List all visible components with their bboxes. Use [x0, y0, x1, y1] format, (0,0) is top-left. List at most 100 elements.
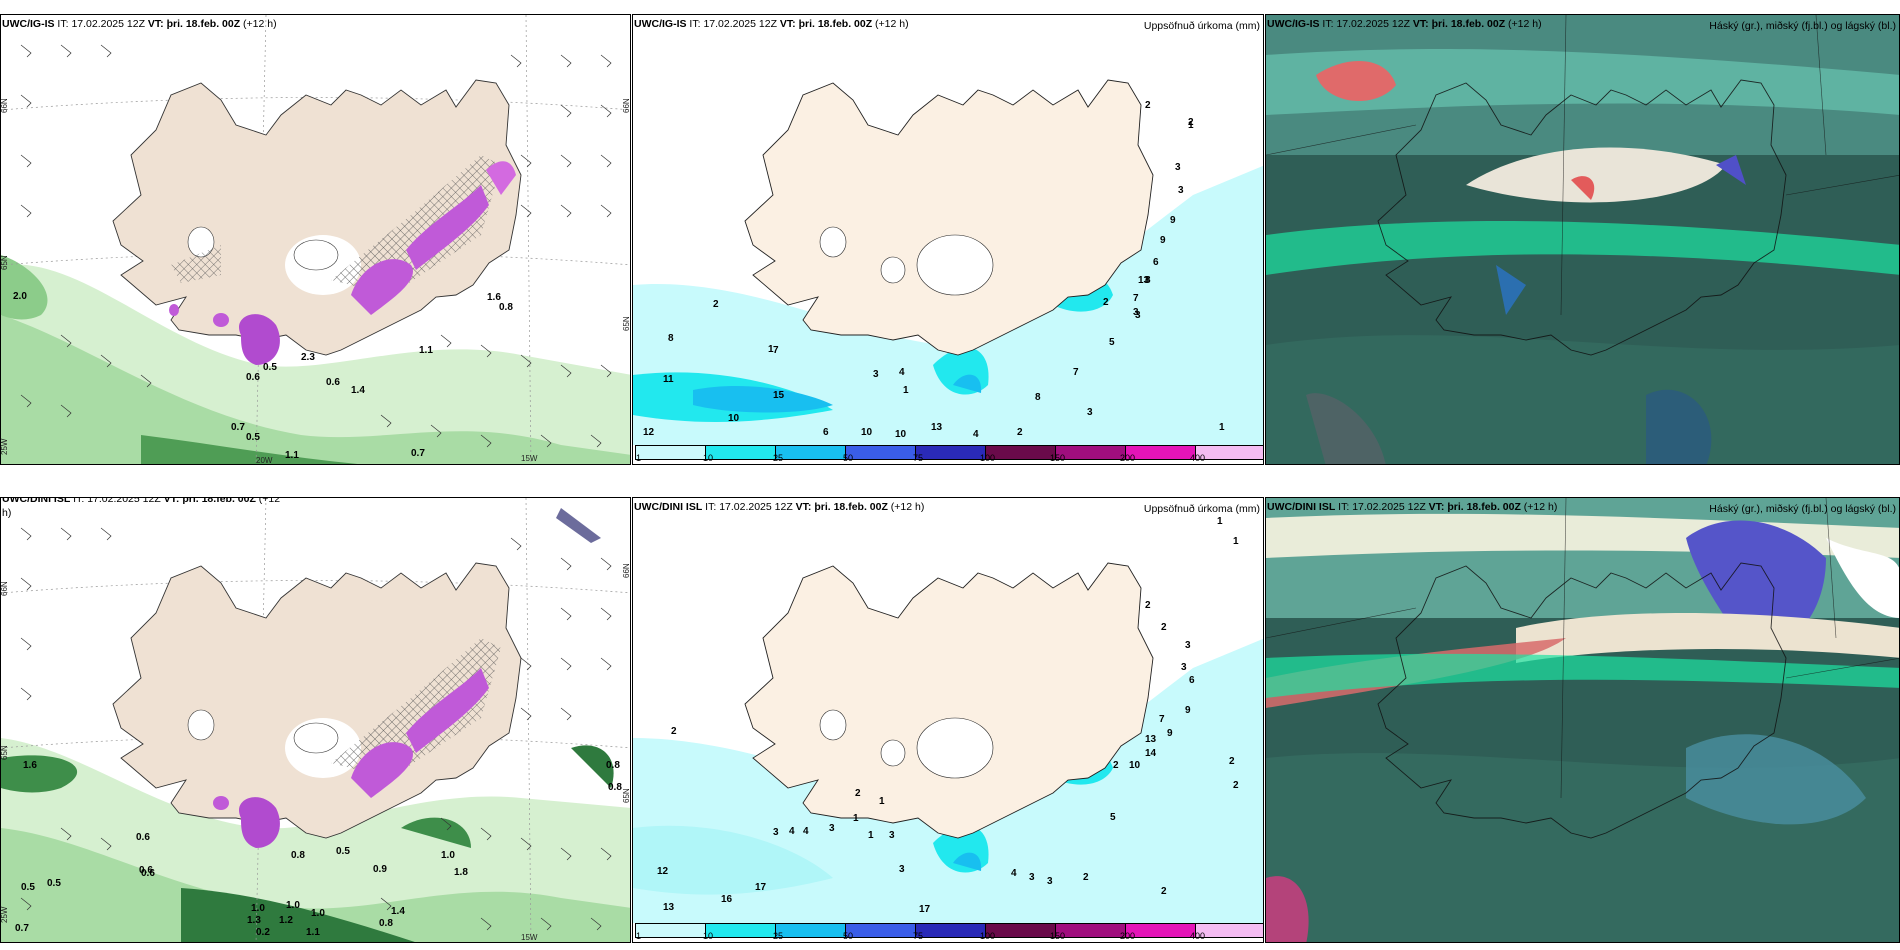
panel-top-wind: UWC/IG-IS IT: 17.02.2025 12Z VT: þri. 18… — [0, 14, 631, 465]
panel-field-label: Uppsöfnuð úrkoma (mm) — [1143, 20, 1260, 32]
svg-text:3: 3 — [1133, 307, 1139, 318]
precip-colorbar — [635, 923, 1263, 940]
svg-text:0.8: 0.8 — [499, 302, 513, 313]
svg-text:2: 2 — [1145, 100, 1151, 111]
svg-text:13: 13 — [663, 902, 675, 913]
svg-text:0.6: 0.6 — [139, 865, 153, 876]
svg-text:0.5: 0.5 — [263, 362, 277, 373]
svg-text:4: 4 — [899, 367, 905, 378]
svg-text:8: 8 — [1145, 275, 1151, 286]
svg-text:3: 3 — [1135, 310, 1141, 321]
svg-text:1.3: 1.3 — [247, 915, 261, 926]
svg-text:0.8: 0.8 — [606, 760, 620, 771]
colorbar-seg — [845, 445, 915, 460]
svg-text:2: 2 — [1188, 117, 1194, 128]
svg-text:10: 10 — [728, 413, 740, 424]
svg-text:1.2: 1.2 — [279, 915, 293, 926]
svg-text:5: 5 — [1109, 337, 1115, 348]
svg-text:3: 3 — [829, 823, 835, 834]
panel-top-cloud: UWC/IG-IS IT: 17.02.2025 12Z VT: þri. 18… — [1265, 14, 1900, 465]
svg-text:0.7: 0.7 — [15, 923, 29, 934]
svg-text:12: 12 — [657, 866, 669, 877]
colorbar-seg — [1195, 923, 1263, 938]
lon-label-20: 20W — [256, 456, 273, 465]
svg-text:9: 9 — [1170, 215, 1176, 226]
precip-colorbar — [635, 445, 1263, 462]
svg-text:3: 3 — [1087, 407, 1093, 418]
colorbar-seg — [705, 445, 775, 460]
svg-text:15: 15 — [773, 390, 785, 401]
svg-text:0.8: 0.8 — [291, 850, 305, 861]
cloud-map — [1266, 15, 1899, 464]
svg-text:3: 3 — [1178, 185, 1184, 196]
colorbar-seg — [1055, 445, 1125, 460]
svg-text:3: 3 — [1175, 162, 1181, 173]
colorbar-seg — [635, 923, 705, 938]
svg-text:1: 1 — [768, 344, 774, 355]
svg-text:14: 14 — [1145, 748, 1157, 759]
svg-text:0.7: 0.7 — [231, 422, 245, 433]
precip-labels: 2 1 2 3 3 9 9 6 8 13 7 3 2 3 5 7 8 2 11 … — [643, 100, 1225, 440]
panel-bot-cloud: UWC/DINI ISL IT: 17.02.2025 12Z VT: þri.… — [1265, 497, 1900, 943]
svg-text:3: 3 — [1185, 640, 1191, 651]
svg-text:2: 2 — [1161, 886, 1167, 897]
panel-title: UWC/IG-IS IT: 17.02.2025 12Z VT: þri. 18… — [2, 18, 277, 30]
svg-text:0.5: 0.5 — [246, 432, 260, 443]
svg-text:1.4: 1.4 — [351, 385, 365, 396]
svg-text:1: 1 — [1219, 422, 1225, 433]
panel-field-label: Háský (gr.), miðský (fj.bl.) og lágský (… — [1709, 20, 1896, 32]
svg-text:1.0: 1.0 — [441, 850, 455, 861]
svg-text:0.6: 0.6 — [246, 372, 260, 383]
colorbar-seg — [915, 445, 985, 460]
svg-text:2.0: 2.0 — [13, 291, 27, 302]
svg-text:1: 1 — [903, 385, 909, 396]
wind-labels: 1.6 0.6 0.6 0.5 0.5 0.7 1.0 1.3 1.0 1.2 … — [15, 760, 622, 938]
precip-map: 1 1 2 3 3 6 7 9 9 13 14 10 2 2 5 2 1 3 4… — [633, 498, 1263, 942]
svg-text:2: 2 — [1017, 427, 1023, 438]
svg-text:7: 7 — [773, 345, 779, 356]
svg-text:7: 7 — [1133, 293, 1139, 304]
svg-text:1.1: 1.1 — [306, 927, 320, 938]
colorbar-seg — [1195, 445, 1263, 460]
lat-label-66: 66N — [1, 581, 9, 596]
svg-text:1: 1 — [853, 813, 859, 824]
precip-labels: 1 1 2 3 3 6 7 9 9 13 14 10 2 2 5 2 1 3 4… — [657, 516, 1239, 915]
svg-text:17: 17 — [755, 882, 767, 893]
svg-text:13: 13 — [1138, 275, 1150, 286]
svg-text:0.6: 0.6 — [136, 832, 150, 843]
panel-top-precip: UWC/IG-IS IT: 17.02.2025 12Z VT: þri. 18… — [632, 14, 1264, 465]
svg-text:1: 1 — [868, 830, 874, 841]
svg-text:2: 2 — [1103, 297, 1109, 308]
svg-text:11: 11 — [663, 374, 674, 385]
svg-text:9: 9 — [1167, 728, 1173, 739]
svg-text:13: 13 — [931, 422, 943, 433]
svg-text:3: 3 — [1181, 662, 1187, 673]
svg-text:1: 1 — [1188, 120, 1194, 131]
svg-text:3: 3 — [889, 830, 895, 841]
panel-title: UWC/IG-IS IT: 17.02.2025 12Z VT: þri. 18… — [1267, 18, 1542, 30]
wind-labels: 2.0 0.5 0.6 0.7 0.5 1.1 0.7 0.6 1.4 1.1 … — [13, 291, 513, 461]
wind-barbs — [20, 527, 612, 931]
svg-text:16: 16 — [721, 894, 733, 905]
lat-label-65e: 65N — [622, 316, 631, 331]
svg-text:2: 2 — [1083, 872, 1089, 883]
colorbar-seg — [915, 923, 985, 938]
svg-text:2: 2 — [855, 788, 861, 799]
svg-text:1.8: 1.8 — [454, 867, 468, 878]
panel-bot-precip: UWC/DINI ISL IT: 17.02.2025 12Z VT: þri.… — [632, 497, 1264, 943]
svg-text:1.1: 1.1 — [285, 450, 299, 461]
wind-barbs — [20, 44, 612, 448]
colorbar-seg — [775, 445, 845, 460]
lat-label-66e: 66N — [622, 563, 631, 578]
svg-text:0.8: 0.8 — [379, 918, 393, 929]
lon-label-15: 15W — [521, 454, 538, 463]
svg-text:0.6: 0.6 — [141, 868, 155, 879]
svg-text:3: 3 — [773, 827, 779, 838]
svg-text:13: 13 — [1145, 734, 1157, 745]
svg-text:0.6: 0.6 — [326, 377, 340, 388]
colorbar-seg — [635, 445, 705, 460]
lat-label-65e: 65N — [622, 788, 631, 803]
svg-text:10: 10 — [1129, 760, 1141, 771]
colorbar-ticks: 1 10 25 50 75 100 150 200 400 — [636, 453, 1206, 463]
svg-text:0.2: 0.2 — [256, 927, 270, 938]
